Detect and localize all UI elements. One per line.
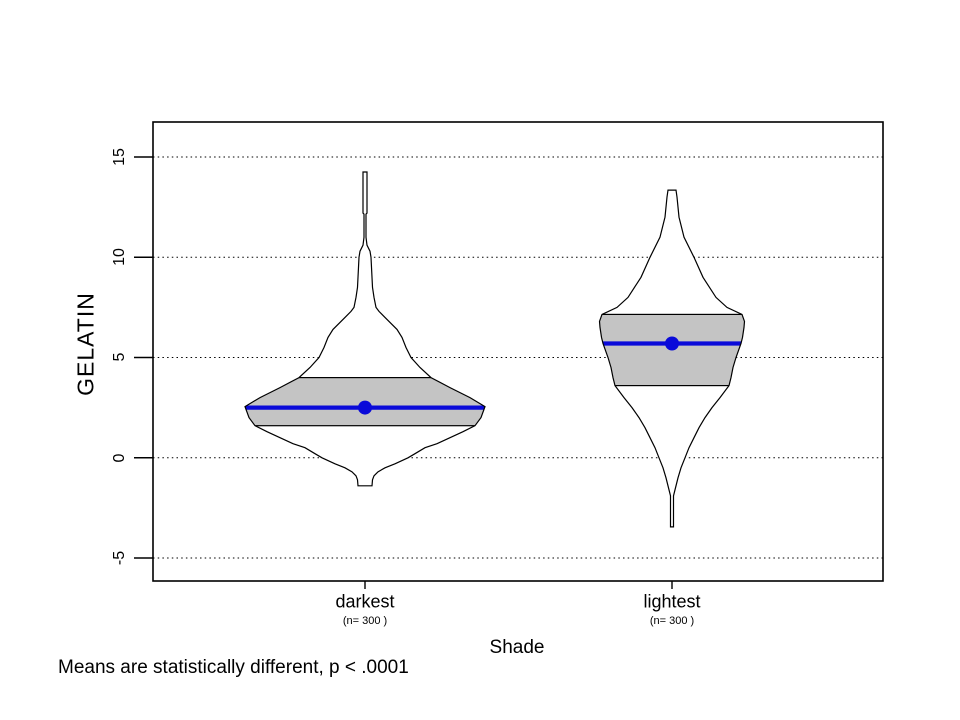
mean-dot-darkest (358, 400, 372, 415)
x-tick-label-lightest: lightest (643, 591, 701, 612)
sample-size-lightest: (n= 300 ) (649, 615, 695, 627)
y-tick-label-15: 15 (111, 148, 128, 166)
y-axis-label: GELATIN (72, 292, 99, 396)
sample-size-darkest: (n= 300 ) (342, 615, 388, 627)
y-tick-label-0: 0 (111, 453, 128, 463)
violin-outline-lightest (598, 189, 746, 528)
plot-border (152, 121, 884, 582)
stat-annotation: Means are statistically different, p < .… (58, 657, 409, 678)
violin-outline-darkest (244, 171, 486, 487)
y-tick-label-10: 10 (111, 248, 128, 266)
y-tick-label-5: 5 (111, 352, 128, 362)
y-tick-label-neg5: -5 (111, 550, 128, 566)
x-axis-label: Shade (489, 637, 545, 658)
mean-dot-lightest (665, 336, 679, 351)
x-tick-label-darkest: darkest (335, 591, 395, 612)
